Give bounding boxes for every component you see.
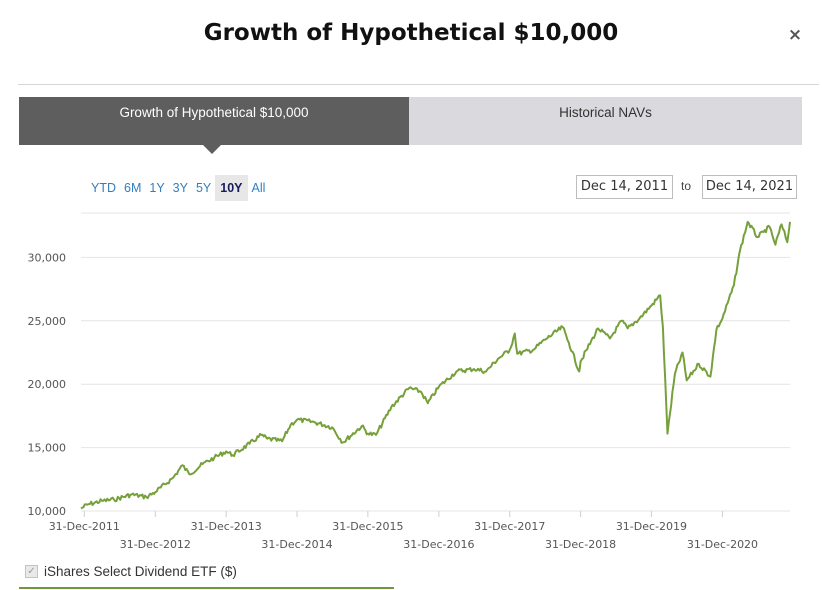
date-to-label: to (681, 179, 692, 193)
legend-label: iShares Select Dividend ETF ($) (44, 564, 237, 579)
x-tick-label: 31-Dec-2014 (261, 538, 332, 551)
legend: ✓ iShares Select Dividend ETF ($) (19, 560, 394, 589)
range-5y-button[interactable]: 5Y (195, 181, 212, 195)
date-from-input[interactable]: Dec 14, 2011 (576, 175, 673, 199)
x-tick-label: 31-Dec-2020 (687, 538, 758, 551)
tab-historical-navs[interactable]: Historical NAVs (409, 97, 802, 145)
x-tick-label: 31-Dec-2015 (332, 520, 403, 533)
x-tick-label: 31-Dec-2018 (545, 538, 616, 551)
modal-title: Growth of Hypothetical $10,000 (203, 20, 619, 46)
y-tick-label: 15,000 (28, 442, 67, 455)
x-tick-label: 31-Dec-2012 (120, 538, 191, 551)
y-tick-label: 20,000 (28, 378, 67, 391)
date-to-input[interactable]: Dec 14, 2021 (702, 175, 797, 199)
x-tick-label: 31-Dec-2011 (49, 520, 120, 533)
range-ytd-button[interactable]: YTD (91, 181, 116, 195)
range-3y-button[interactable]: 3Y (172, 181, 188, 195)
range-6m-button[interactable]: 6M (124, 181, 142, 195)
x-tick-label: 31-Dec-2017 (474, 520, 545, 533)
y-tick-label: 10,000 (28, 505, 67, 518)
range-selector: YTD 6M 1Y 3Y 5Y 10Y All (87, 175, 269, 201)
range-1y-button[interactable]: 1Y (149, 181, 165, 195)
growth-chart: 10,000 15,000 20,000 25,000 30,000 31-Dec-20… (28, 212, 791, 551)
x-tick-label: 31-Dec-2016 (403, 538, 474, 551)
y-tick-label: 30,000 (28, 251, 67, 264)
x-tick-label: 31-Dec-2013 (191, 520, 262, 533)
x-tick-label: 31-Dec-2019 (616, 520, 687, 533)
tab-bar: Growth of Hypothetical $10,000 Historica… (19, 97, 802, 145)
y-tick-label: 25,000 (28, 315, 67, 328)
range-all-button[interactable]: All (251, 181, 266, 195)
series-line (80, 220, 791, 510)
legend-checkbox[interactable]: ✓ (25, 565, 38, 578)
active-tab-pointer (203, 145, 221, 154)
close-icon[interactable]: × (787, 25, 803, 45)
tab-growth[interactable]: Growth of Hypothetical $10,000 (19, 97, 409, 145)
range-10y-button[interactable]: 10Y (215, 175, 248, 201)
header-divider (18, 84, 819, 85)
